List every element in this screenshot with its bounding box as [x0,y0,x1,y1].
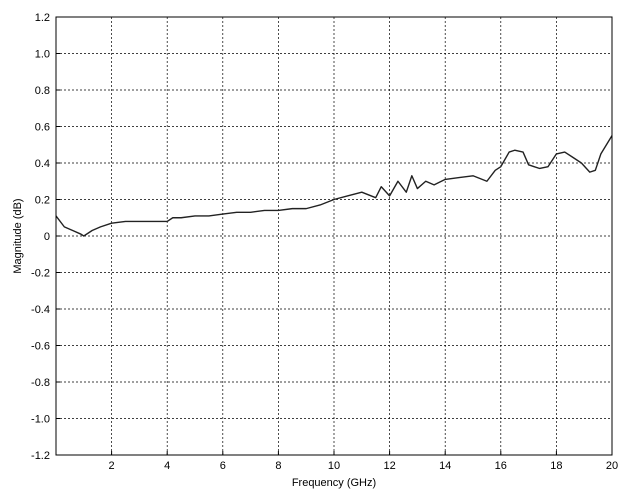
x-tick-label: 8 [275,460,281,472]
y-tick-label: -0.6 [31,341,50,353]
y-tick-label: 0.4 [35,158,50,170]
x-tick-label: 12 [383,460,395,472]
y-tick-label: -0.4 [31,304,50,316]
y-tick-labels: 1.2 1.0 0.8 0.6 0.4 0.2 0 -0.2 -0.4 -0.6 -0.8 -1.0 -… [31,12,50,462]
x-tick-label: 20 [606,460,618,472]
x-axis-label: Frequency (GHz) [292,477,376,489]
x-tick-label: 4 [164,460,170,472]
y-axis-label: Magnitude (dB) [12,198,24,273]
x-tick-label: 2 [109,460,115,472]
x-tick-labels: 2 4 6 8 10 12 14 16 18 20 [109,460,619,472]
y-tick-label: 0.8 [35,85,50,97]
x-tick-label: 14 [439,460,451,472]
series-line-1 [55,135,613,237]
x-tick-label: 6 [220,460,226,472]
series-layer [55,135,613,237]
x-tick-label: 18 [550,460,562,472]
y-tick-label: -1.2 [31,450,50,462]
axis-ticks [56,16,613,456]
x-tick-label: 10 [328,460,340,472]
y-tick-label: 0.6 [35,122,50,134]
y-tick-label: 1.0 [35,49,50,61]
x-tick-label: 16 [495,460,507,472]
y-tick-label: -1.0 [31,414,50,426]
y-tick-label: -0.2 [31,268,50,280]
y-tick-label: 1.2 [35,12,50,24]
plot-border [55,16,613,456]
y-tick-label: 0.2 [35,195,50,207]
y-tick-label: -0.8 [31,377,50,389]
y-tick-label: 0 [44,231,50,243]
